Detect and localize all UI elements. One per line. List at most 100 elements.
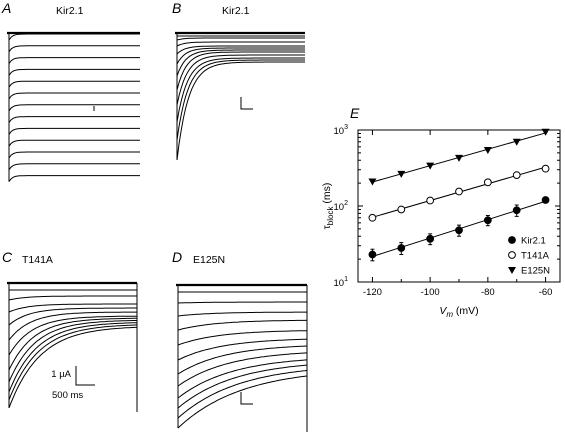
panel-title-d: E125N bbox=[193, 254, 225, 266]
legend-label: T141A bbox=[521, 251, 550, 262]
data-point-t141a bbox=[455, 187, 463, 196]
y-tick-exponent: 2 bbox=[344, 200, 348, 207]
current-trace bbox=[177, 301, 307, 304]
current-trace bbox=[177, 338, 308, 361]
panel-title-b: Kir2.1 bbox=[222, 5, 250, 17]
scale-bar-current-label: 1 µA bbox=[51, 369, 71, 380]
traces-c bbox=[7, 281, 138, 412]
current-trace bbox=[8, 324, 138, 401]
current-trace bbox=[176, 57, 305, 123]
current-trace bbox=[8, 315, 137, 356]
panel-e-axes: -120 -100 -80 -60 101 102 103 Vm (mV) τblock (ms… bbox=[321, 124, 561, 319]
current-trace bbox=[8, 175, 140, 182]
current-trace bbox=[177, 311, 307, 317]
current-trace bbox=[176, 49, 305, 77]
legend-label: Kir2.1 bbox=[521, 236, 546, 247]
current-trace bbox=[8, 303, 137, 313]
current-trace bbox=[8, 80, 140, 88]
current-trace bbox=[8, 163, 140, 171]
legend-marker bbox=[508, 236, 516, 244]
data-point-t141a bbox=[512, 171, 521, 180]
current-trace bbox=[177, 330, 307, 346]
data-point-kir21 bbox=[541, 196, 550, 204]
panel-letter-c: C bbox=[2, 249, 13, 265]
panel-title-a: Kir2.1 bbox=[56, 5, 84, 17]
panel-letter-e: E bbox=[350, 105, 360, 121]
y-tick-exponent: 3 bbox=[344, 124, 348, 131]
data-point-t141a bbox=[426, 196, 435, 205]
current-trace bbox=[176, 59, 305, 141]
scale-bar-d bbox=[240, 392, 253, 405]
current-trace bbox=[8, 320, 137, 383]
data-point-e125n bbox=[483, 147, 492, 155]
data-point-kir21 bbox=[368, 250, 377, 259]
x-tick-label: -120 bbox=[363, 287, 382, 298]
x-tick-label: -60 bbox=[539, 287, 553, 298]
traces-d bbox=[176, 283, 308, 432]
current-trace bbox=[8, 57, 140, 64]
current-trace bbox=[8, 311, 137, 341]
current-trace bbox=[8, 322, 137, 393]
data-point-kir21 bbox=[512, 206, 521, 215]
traces-b bbox=[175, 31, 305, 161]
x-tick-label: -80 bbox=[481, 287, 495, 298]
current-trace bbox=[8, 139, 140, 147]
current-trace bbox=[176, 37, 305, 41]
current-trace bbox=[8, 307, 137, 326]
current-trace bbox=[177, 359, 308, 399]
y-tick-label: 101 bbox=[334, 276, 349, 289]
current-trace bbox=[177, 375, 308, 429]
current-trace bbox=[8, 326, 138, 409]
current-trace bbox=[176, 61, 305, 161]
legend-marker bbox=[508, 251, 516, 259]
panel-e-legend: Kir2.1 T141A E125N bbox=[508, 236, 550, 277]
current-trace bbox=[176, 47, 305, 65]
x-axis-label: Vm (mV) bbox=[439, 305, 478, 319]
data-point-kir21 bbox=[397, 244, 406, 252]
current-trace bbox=[8, 104, 140, 112]
panel-title-c: T141A bbox=[22, 254, 53, 266]
current-trace bbox=[177, 345, 308, 375]
current-trace bbox=[8, 317, 137, 371]
current-trace bbox=[176, 41, 305, 47]
data-point-t141a bbox=[483, 178, 492, 187]
current-trace bbox=[8, 116, 140, 123]
current-trace bbox=[177, 319, 308, 331]
panel-b: B Kir2.1 bbox=[172, 0, 305, 161]
data-point-e125n bbox=[541, 128, 550, 136]
current-trace bbox=[177, 352, 308, 387]
scale-bar-time-label: 500 ms bbox=[52, 390, 83, 401]
x-tick-label: -100 bbox=[421, 287, 440, 298]
data-point-e125n bbox=[368, 178, 377, 186]
data-point-e125n bbox=[426, 162, 435, 170]
panel-e-series bbox=[368, 128, 550, 262]
y-tick-label: 103 bbox=[334, 124, 349, 137]
current-trace bbox=[177, 364, 308, 409]
current-trace bbox=[8, 33, 140, 41]
current-trace bbox=[8, 127, 140, 135]
current-trace bbox=[8, 92, 140, 100]
legend-label: E125N bbox=[521, 266, 550, 277]
scale-bar-b bbox=[240, 97, 253, 110]
data-point-t141a bbox=[541, 164, 550, 173]
panel-letter-b: B bbox=[172, 0, 181, 16]
data-point-e125n bbox=[455, 154, 463, 162]
current-trace bbox=[8, 45, 140, 53]
data-point-t141a bbox=[368, 213, 377, 222]
data-point-kir21 bbox=[455, 226, 463, 235]
legend-marker bbox=[508, 267, 516, 274]
current-trace bbox=[177, 369, 308, 419]
current-trace bbox=[176, 45, 305, 55]
scale-bar-c bbox=[75, 366, 95, 386]
data-point-kir21 bbox=[483, 216, 492, 225]
current-trace bbox=[8, 68, 140, 76]
current-trace bbox=[8, 295, 137, 301]
panel-c: C T141A 1 µA 500 ms bbox=[2, 249, 138, 412]
traces-a bbox=[7, 31, 140, 182]
panel-letter-a: A bbox=[1, 0, 11, 16]
current-trace bbox=[8, 151, 140, 159]
data-point-kir21 bbox=[426, 234, 435, 243]
y-tick-exponent: 1 bbox=[344, 276, 348, 283]
panel-e-chart: E -120 -100 -80 -60 101 102 103 Vm (mV) τblock (… bbox=[321, 105, 561, 319]
